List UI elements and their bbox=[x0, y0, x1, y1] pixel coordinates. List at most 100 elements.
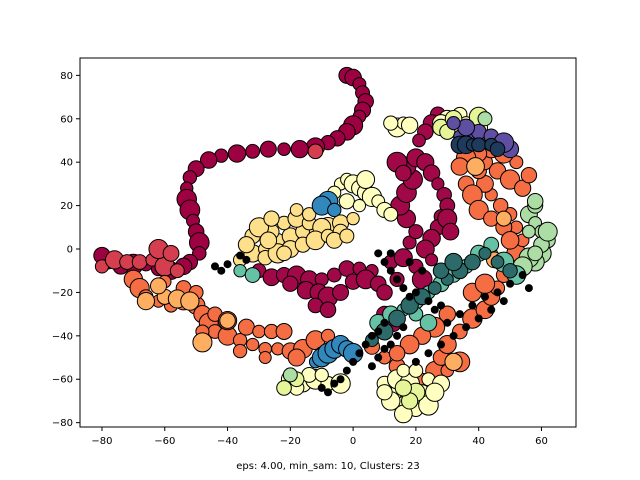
cluster-3-point-30 bbox=[258, 351, 272, 365]
x-tick-label-5: 20 bbox=[410, 436, 423, 447]
cluster-3-point-19 bbox=[237, 318, 255, 336]
cluster-5-point-25 bbox=[289, 203, 304, 217]
points-layer bbox=[93, 66, 558, 424]
cluster-3-point-69 bbox=[468, 199, 489, 220]
cluster-3-point-60 bbox=[520, 167, 538, 184]
noise-point-26 bbox=[386, 249, 395, 258]
cluster-5-point-30 bbox=[237, 236, 255, 254]
cluster-1-point-9 bbox=[162, 244, 180, 262]
cluster-3-point-20 bbox=[252, 324, 266, 339]
noise-point-14 bbox=[437, 301, 446, 310]
y-tick-label-1: −60 bbox=[52, 375, 73, 386]
cluster-3-point-66 bbox=[450, 157, 470, 176]
y-axis: −80 −60 −40 −20 0 20 40 60 80 bbox=[52, 71, 80, 429]
y-tick-label-7: 60 bbox=[60, 114, 73, 125]
cluster-10-point-13 bbox=[444, 252, 463, 272]
noise-point-30 bbox=[455, 310, 464, 319]
cluster-5-point-26 bbox=[302, 207, 317, 222]
cluster-0-point-16 bbox=[227, 144, 247, 163]
noise-point-47 bbox=[386, 340, 395, 349]
x-axis: −80 −60 −40 −20 0 20 40 60 bbox=[91, 427, 548, 447]
cluster-6-point-8 bbox=[383, 206, 399, 222]
cluster-5-point-24 bbox=[259, 231, 278, 250]
cluster-10-point-10 bbox=[490, 255, 505, 269]
cluster-0-point-18 bbox=[199, 151, 218, 169]
noise-point-31 bbox=[468, 301, 477, 310]
cluster-4-point-4 bbox=[149, 277, 167, 295]
noise-point-45 bbox=[399, 323, 408, 332]
noise-point-44 bbox=[411, 357, 420, 366]
noise-point-11 bbox=[411, 288, 420, 297]
cluster-3-point-22 bbox=[275, 323, 293, 340]
cluster-2-point-25 bbox=[408, 224, 424, 240]
cluster-5-point-23 bbox=[248, 217, 270, 238]
cluster-4-point-12 bbox=[444, 352, 463, 372]
cluster-8-point-11 bbox=[522, 224, 536, 239]
cluster-11-point-2 bbox=[327, 202, 342, 218]
noise-point-1 bbox=[217, 266, 226, 275]
cluster-3-point-79 bbox=[388, 344, 406, 362]
noise-point-10 bbox=[405, 292, 414, 301]
cluster-4-point-7 bbox=[466, 157, 485, 176]
cluster-2-point-33 bbox=[422, 164, 441, 182]
noise-point-18 bbox=[336, 375, 345, 384]
cluster-3-point-61 bbox=[509, 155, 524, 170]
x-tick-label-4: 0 bbox=[350, 436, 356, 447]
cluster-2-point-10 bbox=[282, 275, 299, 292]
x-tick-label-0: −80 bbox=[91, 436, 112, 447]
cluster-10-point-3 bbox=[427, 281, 442, 295]
cluster-2-point-6 bbox=[326, 267, 342, 283]
noise-point-46 bbox=[393, 331, 402, 340]
cluster-1-point-0 bbox=[307, 143, 324, 160]
cluster-1-point-7 bbox=[169, 263, 185, 279]
cluster-9-point-1 bbox=[244, 267, 261, 283]
noise-point-7 bbox=[386, 266, 395, 275]
cluster-8-point-15 bbox=[477, 111, 493, 127]
noise-point-49 bbox=[374, 353, 383, 362]
noise-point-6 bbox=[380, 258, 389, 267]
noise-point-21 bbox=[355, 349, 364, 358]
x-tick-label-3: −20 bbox=[280, 436, 301, 447]
cluster-0-point-13 bbox=[277, 142, 291, 156]
y-tick-label-8: 80 bbox=[60, 71, 73, 82]
cluster-5-point-29 bbox=[263, 210, 280, 227]
cluster-12-point-9 bbox=[446, 116, 461, 131]
noise-point-22 bbox=[361, 340, 370, 349]
noise-point-37 bbox=[499, 297, 508, 306]
axes-frame bbox=[79, 57, 577, 428]
noise-point-34 bbox=[506, 279, 515, 288]
y-tick-label-4: 0 bbox=[67, 245, 73, 256]
cluster-4-point-5 bbox=[219, 312, 236, 329]
noise-point-15 bbox=[317, 383, 326, 392]
noise-point-35 bbox=[518, 271, 527, 280]
cluster-6-point-9 bbox=[338, 193, 355, 210]
cluster-4-point-3 bbox=[180, 291, 200, 311]
y-tick-label-3: −20 bbox=[52, 288, 73, 299]
cluster-2-point-16 bbox=[332, 283, 350, 301]
noise-point-29 bbox=[443, 318, 452, 327]
noise-point-48 bbox=[380, 344, 389, 353]
noise-point-3 bbox=[242, 255, 251, 264]
cluster-10-point-0 bbox=[388, 309, 406, 328]
noise-point-27 bbox=[405, 258, 414, 267]
cluster-6-point-29 bbox=[396, 363, 411, 378]
noise-point-38 bbox=[487, 305, 496, 314]
cluster-10-point-6 bbox=[464, 253, 481, 271]
cluster-6-point-16 bbox=[383, 115, 399, 131]
cluster-5-point-28 bbox=[339, 228, 355, 244]
noise-point-16 bbox=[324, 388, 332, 397]
cluster-3-point-29 bbox=[232, 343, 248, 359]
noise-point-25 bbox=[380, 318, 389, 327]
x-tick-label-1: −60 bbox=[154, 436, 175, 447]
cluster-6-point-15 bbox=[400, 116, 419, 134]
cluster-2-point-15 bbox=[319, 301, 337, 319]
noise-point-5 bbox=[374, 249, 383, 258]
cluster-10-point-7 bbox=[478, 246, 492, 260]
noise-point-2 bbox=[210, 262, 219, 271]
cluster-6-point-12 bbox=[356, 170, 376, 189]
noise-point-36 bbox=[524, 284, 533, 293]
noise-point-42 bbox=[437, 340, 446, 349]
cluster-0-point-12 bbox=[290, 140, 309, 159]
noise-point-23 bbox=[367, 331, 376, 340]
